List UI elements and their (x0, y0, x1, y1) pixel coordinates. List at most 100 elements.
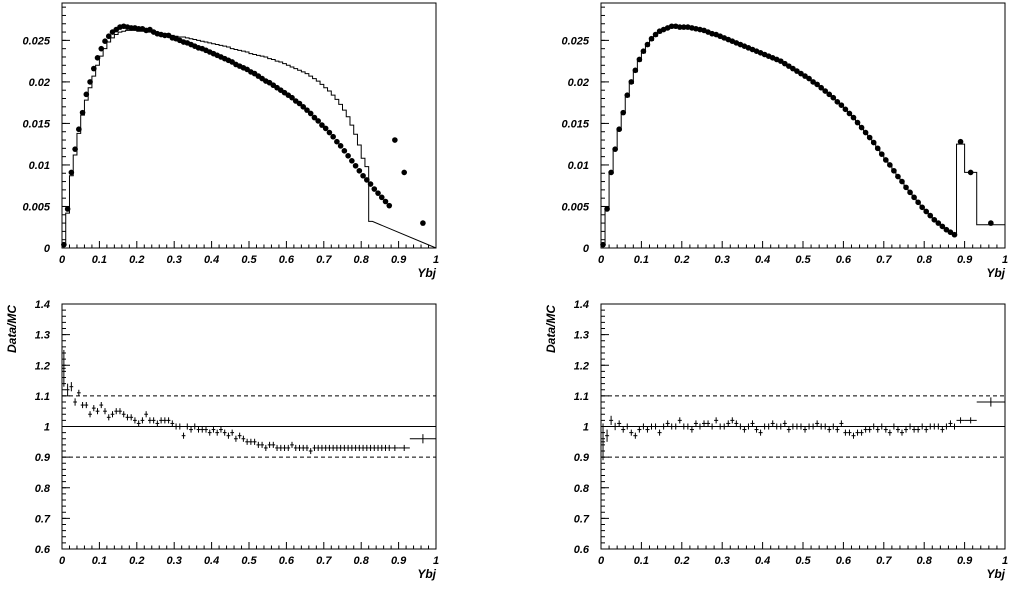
data-point (923, 208, 930, 215)
x-tick-label: 0.8 (917, 555, 933, 567)
data-point (826, 91, 833, 98)
data-point (330, 133, 336, 140)
data-point (648, 35, 655, 42)
data-point (814, 81, 820, 88)
y-tick-label: 1.2 (35, 360, 50, 372)
x-axis-title: Ybj (986, 567, 1005, 581)
x-tick-label: 0.2 (129, 555, 144, 567)
data-point (810, 79, 816, 85)
data-point (289, 94, 295, 101)
x-tick-label: 0.8 (354, 555, 370, 567)
data-point (371, 186, 378, 192)
x-tick-label: 0.1 (92, 555, 107, 567)
data-point (311, 114, 318, 121)
y-tick-label: 0.015 (561, 118, 589, 130)
x-tick-label: 0.2 (674, 555, 689, 567)
data-point (957, 138, 964, 145)
data-point (988, 220, 994, 226)
data-point (895, 173, 901, 180)
data-point (834, 99, 841, 105)
data-point (375, 190, 381, 196)
y-tick-label: 1.4 (35, 299, 50, 311)
data-point (846, 110, 853, 117)
data-point (307, 110, 314, 117)
plot-frame (600, 2, 1006, 249)
x-tick-label: 1 (433, 555, 439, 567)
y-tick-label: 0 (583, 243, 590, 255)
data-point (915, 199, 921, 206)
data-point (947, 229, 954, 236)
data-point (794, 68, 800, 74)
data-point (636, 56, 643, 63)
data-point (798, 70, 804, 77)
data-point (352, 162, 359, 169)
y-tick-label: 0.025 (22, 35, 50, 47)
y-tick-label: 1.1 (35, 391, 50, 403)
x-tick-label: 0.9 (391, 555, 407, 567)
mc-histogram (600, 26, 1006, 248)
data-point (838, 102, 845, 108)
y-tick-label: 0.025 (561, 35, 589, 47)
x-tick-label: 0.8 (354, 254, 370, 266)
x-tick-label: 0.9 (957, 254, 973, 266)
data-point (616, 126, 622, 133)
data-point (319, 122, 325, 128)
data-point (822, 88, 829, 94)
data-point (652, 31, 659, 38)
data-point (76, 126, 82, 133)
x-tick-label: 0.1 (92, 254, 107, 266)
data-point (870, 139, 877, 146)
x-tick-label: 0.3 (715, 555, 730, 567)
data-point (304, 107, 310, 113)
data-point (102, 38, 108, 45)
data-point (939, 223, 946, 230)
data-point (802, 73, 808, 79)
data-point (337, 143, 344, 149)
y-tick-label: 1.2 (574, 360, 589, 372)
data-point (668, 23, 675, 30)
data-point (943, 226, 950, 233)
x-tick-label: 0.2 (129, 254, 144, 266)
y-tick-label: 0.005 (22, 201, 50, 213)
panel-top-left: 0 0.1 0.2 0.3 0.4 0.5 0.6 0.7 0.8 0.9 1 0 0.005 0.01 0… (22, 2, 439, 280)
data-point (98, 45, 105, 52)
data-point (420, 220, 426, 226)
panel-bottom-right: 0 0.1 0.2 0.3 0.4 0.5 0.6 0.7 0.8 0.9 1 0.6 0.7 0.8 0.… (544, 299, 1008, 581)
data-point (315, 118, 321, 124)
data-point (341, 148, 348, 154)
data-point (935, 220, 942, 226)
x-tick-label: 0.9 (957, 555, 973, 567)
data-point (72, 146, 78, 152)
data-point (866, 134, 873, 141)
data-point (612, 146, 618, 152)
x-tick-label: 1 (433, 254, 439, 266)
data-point (681, 24, 687, 30)
mc-histogram (61, 29, 437, 249)
y-tick-label: 1.1 (574, 391, 589, 403)
data-point (382, 198, 389, 205)
x-tick-label: 0.5 (795, 555, 811, 567)
data-point (842, 106, 849, 113)
x-tick-label: 0.4 (204, 555, 219, 567)
x-tick-label: 0.2 (674, 254, 689, 266)
y-tick-label: 0.8 (35, 483, 51, 495)
data-point (326, 129, 333, 136)
data-point (911, 194, 917, 201)
y-tick-label: 0.005 (561, 201, 589, 213)
y-tick-label: 0.8 (574, 483, 590, 495)
data-point (94, 55, 101, 61)
x-tick-label: 0 (598, 254, 605, 266)
data-point (83, 91, 90, 98)
data-point (818, 84, 824, 91)
data-point (891, 167, 897, 174)
x-tick-label: 0 (598, 555, 605, 567)
x-tick-label: 0.3 (167, 555, 182, 567)
data-point (334, 138, 340, 145)
data-point (620, 109, 627, 116)
x-tick-label: 1 (1002, 254, 1008, 266)
y-tick-label: 0.01 (568, 160, 589, 172)
y-tick-label: 0.7 (574, 513, 590, 525)
x-tick-label: 0.4 (755, 254, 770, 266)
data-point (64, 206, 71, 212)
data-point (90, 65, 97, 72)
